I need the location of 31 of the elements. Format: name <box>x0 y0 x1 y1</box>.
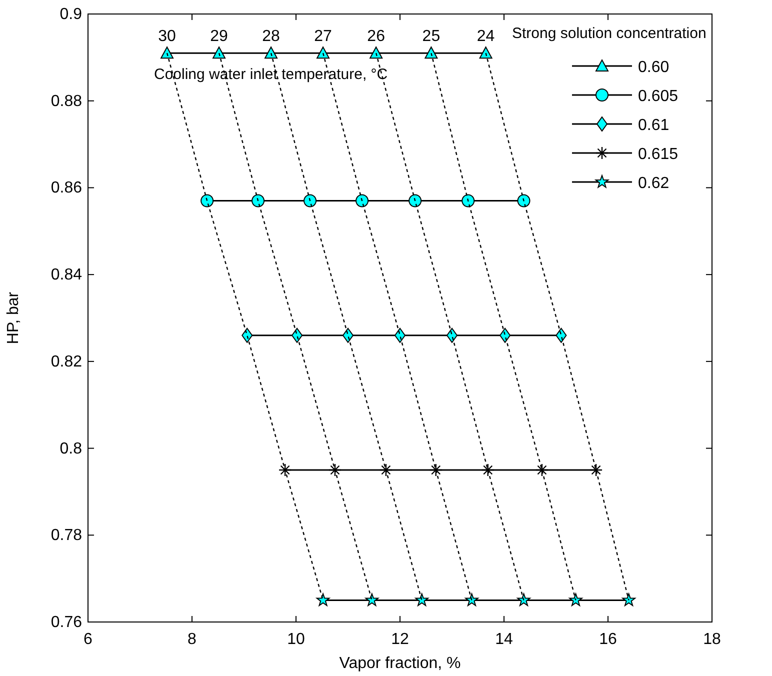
x-tick-label: 8 <box>188 631 197 648</box>
y-tick-label: 0.86 <box>50 180 82 197</box>
x-tick-label: 6 <box>84 631 93 648</box>
annotation: 30 <box>158 28 176 46</box>
y-tick-label: 0.82 <box>50 353 82 370</box>
y-tick-label: 0.88 <box>50 92 82 110</box>
annotation: Cooling water inlet temperature, °C <box>154 66 388 83</box>
y-tick-label: 0.76 <box>50 614 82 631</box>
legend-label: 0.60 <box>638 59 670 76</box>
annotation: 25 <box>422 28 440 46</box>
x-axis-title: Vapor fraction, % <box>339 655 461 672</box>
x-tick-label: 16 <box>599 631 617 648</box>
x-tick-label: 10 <box>287 631 305 648</box>
annotation: 27 <box>314 28 332 46</box>
legend-label: 0.61 <box>638 117 670 134</box>
y-tick-label: 0.78 <box>50 527 82 544</box>
x-tick-label: 14 <box>495 631 513 648</box>
legend-title: Strong solution concentration <box>512 25 706 42</box>
y-tick-label: 0.84 <box>50 266 82 284</box>
y-tick-label: 0.8 <box>60 440 82 458</box>
y-tick-label: 0.9 <box>60 6 82 23</box>
legend-label: 0.605 <box>638 88 678 105</box>
legend-label: 0.62 <box>638 175 670 192</box>
legend-label: 0.615 <box>638 146 678 163</box>
annotation: 29 <box>210 28 228 46</box>
annotation: 28 <box>262 28 280 46</box>
x-tick-label: 12 <box>391 631 409 648</box>
x-tick-label: 18 <box>703 631 721 648</box>
annotation: 26 <box>367 28 386 46</box>
annotation: 24 <box>476 28 495 46</box>
y-axis-title: HP, bar <box>5 291 22 344</box>
